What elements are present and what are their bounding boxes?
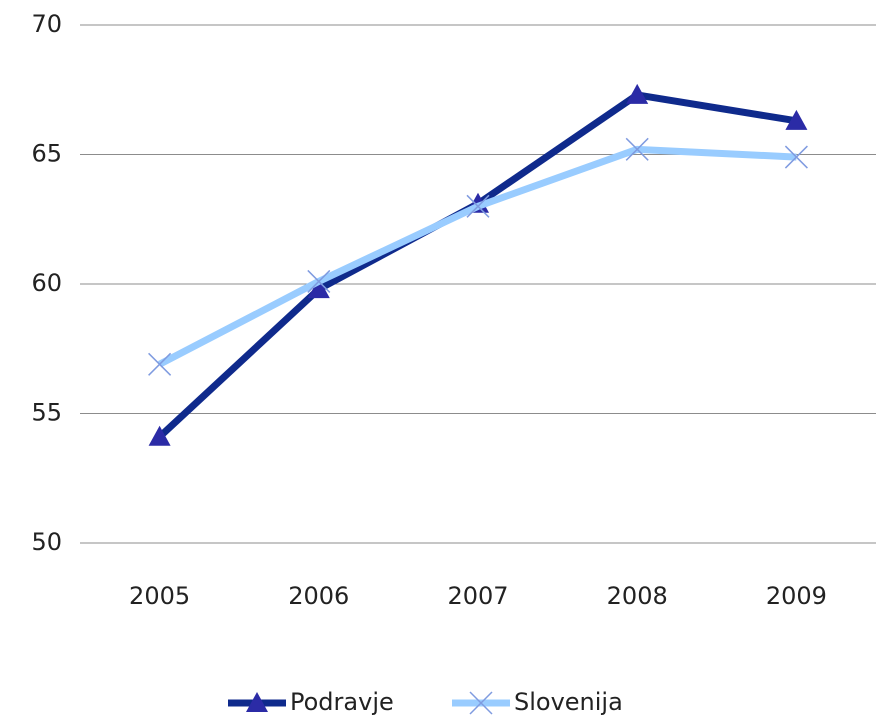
point-marker	[626, 83, 649, 104]
marker-stroke	[466, 194, 490, 218]
legend-marker	[469, 691, 493, 715]
legend-label: Podravje	[290, 688, 394, 716]
x-tick-label: 2005	[129, 582, 190, 610]
marker-stroke	[307, 269, 331, 293]
legend-marker	[246, 692, 268, 712]
y-tick-label: 65	[31, 140, 62, 168]
series-line	[157, 145, 797, 368]
y-tick-label: 55	[31, 399, 62, 427]
legend-label: Slovenija	[514, 688, 623, 716]
marker-stroke	[625, 137, 649, 161]
x-tick-label: 2009	[766, 582, 827, 610]
point-marker	[148, 425, 171, 446]
marker-stroke	[784, 145, 808, 169]
x-tick-label: 2006	[288, 582, 349, 610]
point-marker	[307, 278, 330, 299]
x-tick-label: 2007	[447, 582, 508, 610]
point-marker	[466, 194, 490, 218]
series-line	[157, 91, 797, 440]
point-marker	[784, 145, 808, 169]
y-tick-label: 60	[31, 269, 62, 297]
y-tick-label: 70	[31, 10, 62, 38]
marker-stroke	[148, 352, 172, 376]
marker-stroke	[469, 691, 493, 715]
point-marker	[625, 137, 649, 161]
x-tick-label: 2008	[607, 582, 668, 610]
point-marker	[785, 109, 808, 130]
y-tick-label: 50	[31, 528, 62, 556]
point-marker	[307, 269, 331, 293]
point-marker	[148, 352, 172, 376]
